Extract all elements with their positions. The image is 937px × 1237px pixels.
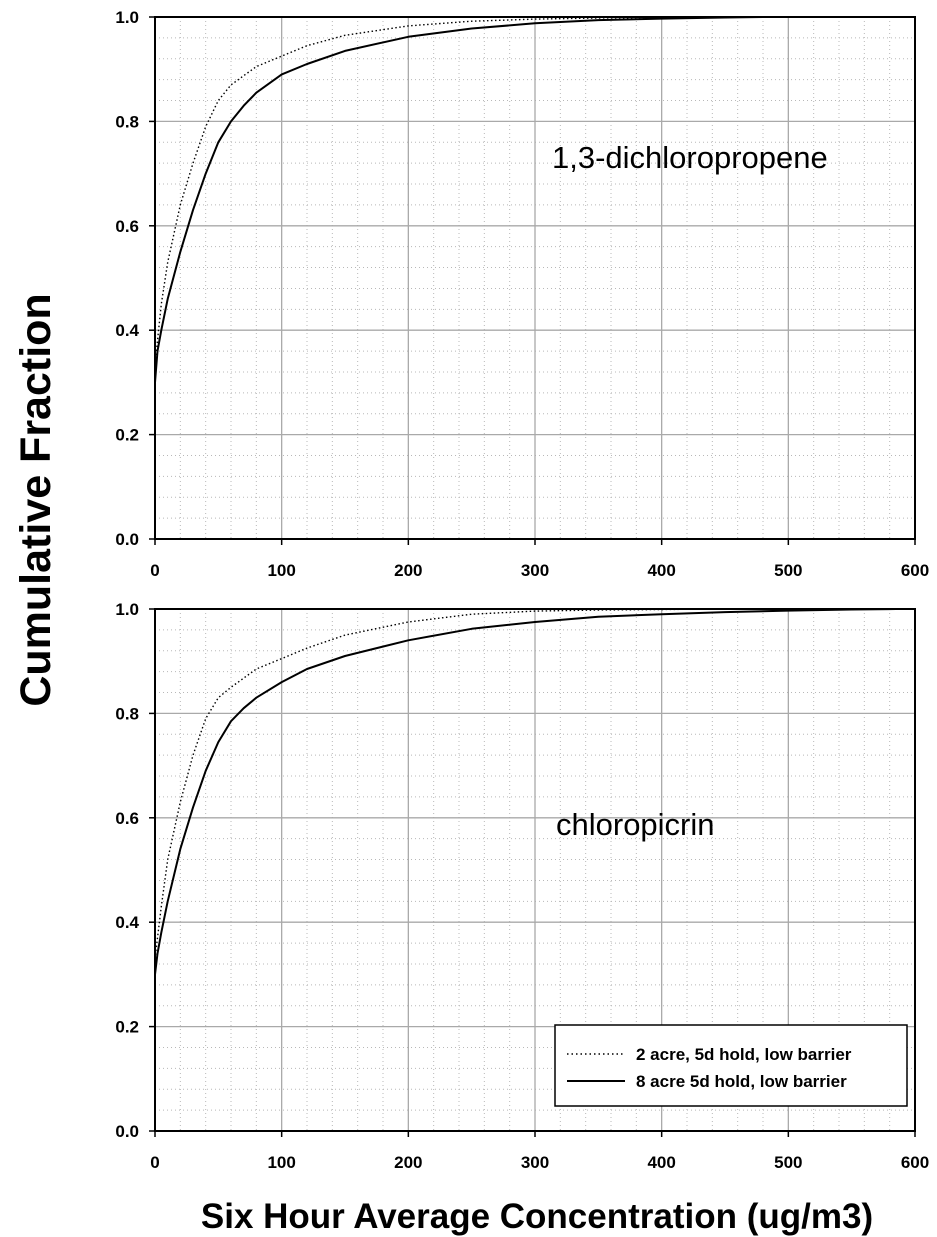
y-tick-label: 1.0 <box>115 8 139 27</box>
y-tick-label: 0.8 <box>115 704 139 723</box>
x-tick-label: 200 <box>394 561 422 580</box>
series-8-acre-solid <box>154 608 897 1131</box>
y-axis-title: Cumulative Fraction <box>12 293 60 706</box>
series-2-acre-dotted <box>154 608 789 1131</box>
y-tick-label: 0.4 <box>115 913 139 932</box>
x-tick-label: 600 <box>901 1153 929 1172</box>
chemical-annotation: 1,3-dichloropropene <box>552 140 828 175</box>
y-tick-label: 1.0 <box>115 600 139 619</box>
x-tick-label: 300 <box>521 1153 549 1172</box>
y-tick-label: 0.2 <box>115 1018 139 1037</box>
panel-chloropicrin: 0 100 200 300 400 500 600 0.0 0.2 0.4 0.6 0.8 1.0 chl… <box>115 600 929 1172</box>
y-tick-label: 0.8 <box>115 112 139 131</box>
legend-box <box>554 1024 908 1107</box>
x-tick-label: 500 <box>774 561 802 580</box>
x-tick-label: 300 <box>521 561 549 580</box>
x-tick-label: 100 <box>267 561 295 580</box>
y-tick-label: 0.0 <box>115 1122 139 1141</box>
legend: 2 acre, 5d hold, low barrier 8 acre 5d h… <box>554 1024 908 1107</box>
x-tick-label: 500 <box>774 1153 802 1172</box>
chemical-annotation: chloropicrin <box>556 807 715 842</box>
panel-dichloropropene: 0 100 200 300 400 500 600 0.0 0.2 0.4 0.6 0.8 1.0 1,3… <box>115 8 929 580</box>
y-tick-label: 0.6 <box>115 809 139 828</box>
y-tick-label: 0.0 <box>115 530 139 549</box>
series-8-acre-solid <box>154 16 764 539</box>
x-tick-label: 400 <box>647 1153 675 1172</box>
x-tick-label: 0 <box>150 1153 159 1172</box>
x-tick-label: 600 <box>901 561 929 580</box>
x-tick-label: 200 <box>394 1153 422 1172</box>
x-tick-label: 400 <box>647 561 675 580</box>
x-tick-label: 100 <box>267 1153 295 1172</box>
legend-label-solid: 8 acre 5d hold, low barrier <box>636 1072 847 1091</box>
y-tick-label: 0.4 <box>115 321 139 340</box>
x-axis-title: Six Hour Average Concentration (ug/m3) <box>201 1197 873 1236</box>
legend-label-dotted: 2 acre, 5d hold, low barrier <box>636 1045 852 1064</box>
y-tick-label: 0.6 <box>115 217 139 236</box>
x-tick-label: 0 <box>150 561 159 580</box>
y-tick-label: 0.2 <box>115 426 139 445</box>
